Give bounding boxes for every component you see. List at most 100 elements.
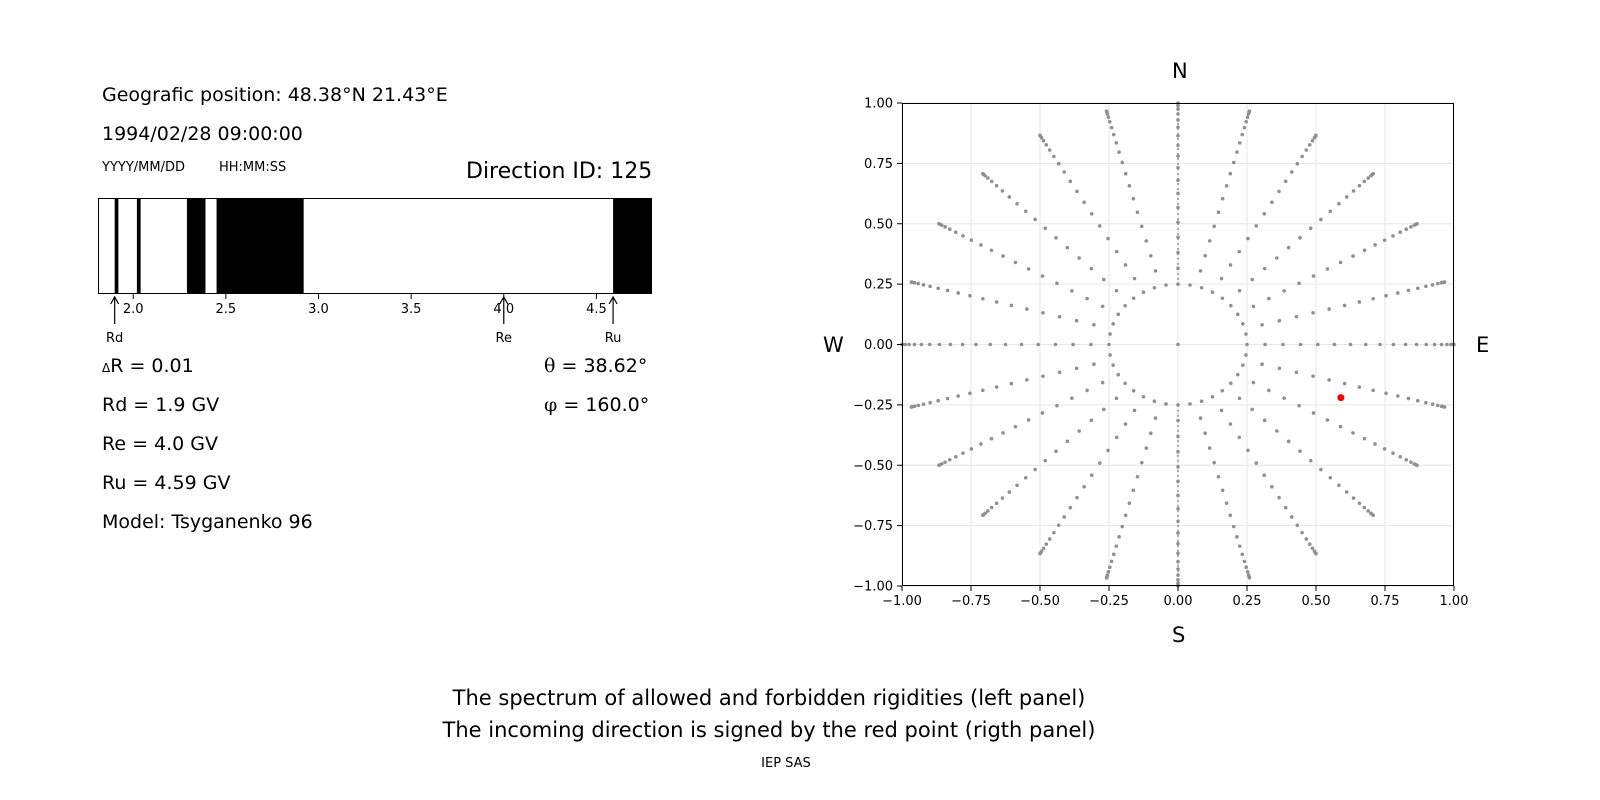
grid-point — [1207, 446, 1212, 450]
re-value: Re = 4.0 GV — [102, 433, 219, 455]
grid-point — [1041, 311, 1045, 315]
grid-point — [916, 403, 921, 408]
grid-point — [1092, 362, 1096, 367]
grid-point — [1114, 435, 1119, 440]
grid-point — [936, 398, 940, 403]
grid-point — [1100, 304, 1105, 309]
grid-point — [916, 281, 921, 286]
grid-point — [1344, 195, 1349, 199]
y-tick-label: −1.00 — [853, 580, 893, 595]
grid-point — [943, 460, 947, 464]
grid-point — [981, 296, 985, 301]
grid-point — [1382, 447, 1387, 451]
marker-arrow-head — [608, 295, 618, 305]
x-tick-label: 0.25 — [1233, 594, 1262, 609]
grid-point — [1019, 342, 1024, 347]
grid-point — [1106, 115, 1111, 119]
y-tick-label: 0.00 — [864, 338, 893, 353]
grid-point — [1414, 222, 1419, 226]
forbidden-band — [114, 198, 119, 294]
grid-point — [1003, 342, 1008, 347]
grid-point — [1176, 434, 1180, 439]
grid-point — [1357, 183, 1362, 188]
caption-line-2: The incoming direction is signed by the … — [442, 718, 1096, 742]
grid-point — [1068, 179, 1073, 184]
grid-point — [1362, 248, 1367, 253]
grid-point — [1298, 235, 1302, 240]
grid-point — [1414, 342, 1419, 347]
grid-point — [1074, 318, 1079, 323]
grid-point — [1337, 201, 1341, 206]
grid-point — [1282, 396, 1286, 400]
grid-point — [1307, 542, 1312, 546]
grid-point — [1023, 475, 1028, 480]
grid-point — [1289, 170, 1294, 174]
grid-point — [1199, 399, 1204, 404]
grid-point — [1242, 125, 1247, 130]
grid-point — [1164, 402, 1168, 406]
grid-point — [1025, 307, 1029, 311]
grid-point — [937, 463, 942, 467]
grid-point — [1310, 546, 1315, 551]
grid-point — [1176, 143, 1180, 148]
grid-point — [1210, 394, 1215, 399]
grid-point — [1176, 403, 1180, 407]
grid-point — [1109, 559, 1114, 564]
grid-point — [1270, 484, 1274, 489]
grid-point — [1277, 366, 1282, 371]
x-tick-label: 4.5 — [586, 302, 607, 317]
grid-point — [1077, 256, 1081, 260]
grid-point — [1062, 170, 1067, 174]
phi-value: φ = 160.0° — [544, 394, 649, 416]
marker-label: Rd — [106, 331, 123, 346]
grid-point — [1176, 125, 1180, 130]
grid-point — [1300, 530, 1304, 535]
plot-frame — [902, 103, 1454, 586]
grid-point — [939, 223, 944, 227]
x-tick-label: 2.0 — [123, 302, 144, 317]
x-tick-label: −1.00 — [882, 594, 922, 609]
grid-point — [1304, 148, 1309, 152]
grid-point — [1406, 288, 1411, 293]
grid-point — [1267, 296, 1271, 301]
grid-point — [989, 436, 994, 441]
grid-point — [979, 442, 983, 446]
grid-point — [974, 342, 978, 347]
grid-point — [1235, 312, 1240, 317]
grid-point — [1404, 457, 1409, 462]
grid-point — [1041, 374, 1045, 378]
institution-label: IEP SAS — [761, 756, 811, 771]
grid-point — [981, 171, 985, 176]
grid-point — [1052, 154, 1056, 159]
grid-point — [1315, 342, 1320, 347]
x-tick-label: 4.0 — [493, 302, 514, 317]
grid-point — [1254, 461, 1259, 465]
grid-point — [1275, 256, 1279, 260]
grid-point — [961, 451, 965, 455]
grid-point — [1362, 505, 1367, 510]
grid-point — [1108, 332, 1112, 336]
grid-point — [989, 179, 994, 184]
grid-point — [1351, 254, 1355, 258]
grid-point — [1275, 429, 1279, 433]
grid-point — [1071, 342, 1075, 347]
grid-point — [1089, 418, 1094, 423]
grid-point — [936, 286, 940, 291]
grid-point — [1294, 370, 1299, 375]
grid-point — [1176, 266, 1180, 271]
grid-point — [1176, 191, 1180, 196]
grid-point — [1277, 189, 1281, 194]
grid-point — [1015, 483, 1019, 488]
grid-point — [1325, 418, 1330, 422]
grid-point — [1210, 290, 1215, 295]
grid-point — [1412, 223, 1417, 227]
grid-point — [1224, 184, 1229, 188]
delta-r-value: ΔR = 0.01 — [102, 355, 194, 377]
theta-text: = 38.62° — [561, 355, 648, 377]
grid-point — [1245, 342, 1249, 347]
grid-point — [1297, 403, 1301, 408]
grid-point — [1114, 249, 1119, 254]
grid-point — [939, 462, 944, 466]
grid-point — [1054, 235, 1058, 240]
grid-point — [1203, 431, 1207, 435]
